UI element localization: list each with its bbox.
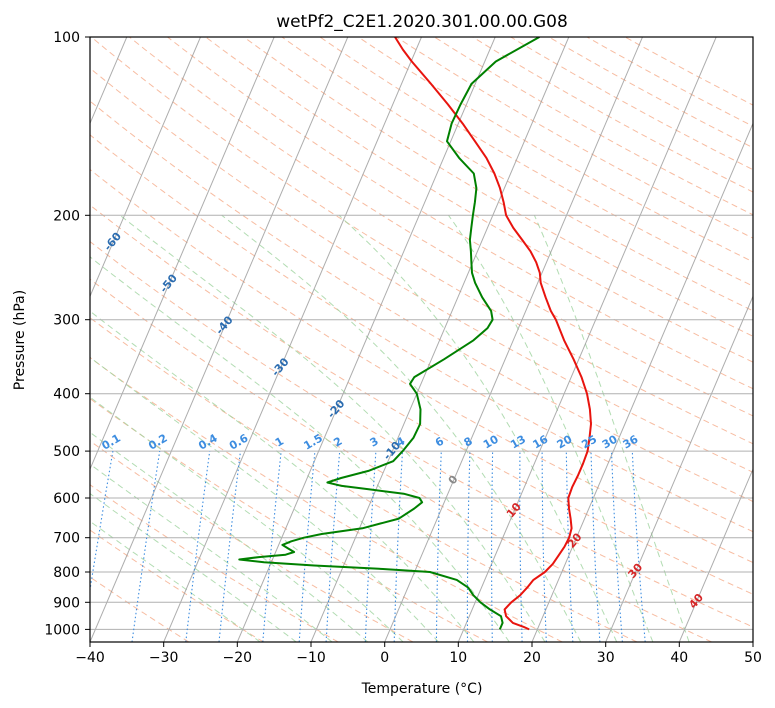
dry-adiabat-line [90, 134, 753, 533]
isotherm-line [163, 37, 422, 642]
y-tick-label: 100 [53, 30, 80, 46]
y-axis-label: Pressure (hPa) [12, 290, 28, 390]
y-tick-label: 700 [53, 531, 80, 547]
dry-adiabat-line [90, 529, 264, 642]
moist-adiabat-line [90, 396, 404, 642]
isotherm-line [90, 37, 275, 471]
dry-adiabat-line [281, 37, 753, 312]
y-axis: 100 200 300 400 500 600 700 800 900 1000 [44, 30, 90, 638]
dry-adiabat-line [90, 484, 339, 642]
x-tick-label: −40 [75, 650, 105, 666]
mixing-ratio-line [491, 451, 494, 642]
mixing-ratio-line [435, 451, 442, 642]
mixing-ratio-line [218, 451, 242, 642]
dewpoint-profile [238, 37, 540, 630]
y-tick-label: 800 [53, 565, 80, 581]
profiles [238, 37, 592, 631]
x-tick-label: −10 [296, 650, 326, 666]
dry-adiabat-line [90, 204, 753, 595]
mixing-ratio-line [590, 451, 601, 642]
isotherm-line [310, 37, 570, 642]
y-tick-label: 900 [53, 595, 80, 611]
moist-adiabat-line [90, 463, 333, 642]
x-tick-label: 50 [744, 650, 762, 666]
isotherm-line [90, 37, 201, 298]
dry-adiabat-line [90, 37, 753, 445]
moist-adiabat-line [338, 214, 618, 642]
y-tick-label: 200 [53, 208, 80, 224]
moist-adiabat-line [90, 520, 261, 642]
dry-adiabat-line [90, 356, 563, 642]
isotherm-line [531, 122, 753, 642]
mixing-ratio-line [541, 451, 547, 642]
x-axis-label: Temperature (°C) [361, 681, 483, 697]
isotherm-line [384, 37, 643, 642]
isotherm-line [457, 37, 717, 642]
mixing-ratio-line [519, 451, 523, 642]
mixing-ratio-line [565, 451, 574, 642]
x-tick-label: −20 [223, 650, 253, 666]
mixing-ratio-line [393, 451, 404, 642]
dry-adiabat-line [90, 100, 753, 503]
x-tick-label: 30 [597, 650, 615, 666]
moist-adiabat-line [448, 215, 654, 642]
y-tick-label: 300 [53, 313, 80, 329]
isotherm-line [678, 467, 753, 642]
mixing-ratio-line [298, 451, 316, 642]
y-tick-label: 1000 [44, 622, 80, 638]
mixing-ratio-line [185, 451, 211, 642]
x-tick-label: 10 [449, 650, 467, 666]
dry-adiabat-line [90, 241, 753, 628]
dry-adiabat-line [129, 37, 753, 417]
mixing-ratio-line [466, 451, 471, 642]
mixing-ratio-line [325, 451, 341, 642]
moist-adiabat-line [90, 356, 439, 642]
plot-frame [89, 36, 754, 643]
dry-adiabat-line [90, 278, 712, 642]
temperature-profile [394, 37, 592, 631]
chart-title: wetPf2_C2E1.2020.301.00.00.G08 [276, 12, 568, 32]
x-tick-label: 40 [670, 650, 688, 666]
mixing-ratio-line [610, 451, 623, 642]
x-tick-label: 20 [523, 650, 541, 666]
isotherm-line [236, 37, 496, 642]
dry-adiabat-line [90, 168, 753, 564]
mixing-ratio-line [131, 451, 161, 642]
moist-adiabat-line [90, 310, 475, 642]
x-axis: −40 −30 −20 −10 0 10 20 30 40 50 [75, 642, 762, 666]
dry-adiabat-line [90, 397, 488, 642]
moist-adiabat-line [119, 214, 546, 642]
moist-adiabat-line [221, 214, 582, 642]
moist-adiabat-line [90, 493, 297, 642]
moist-adiabat-line [533, 215, 690, 642]
mixing-ratio-line [262, 451, 282, 642]
y-tick-label: 500 [53, 444, 80, 460]
y-tick-label: 600 [53, 491, 80, 507]
x-tick-label: 0 [380, 650, 389, 666]
dry-adiabat-line [243, 37, 753, 337]
mixing-ratio-line [90, 451, 114, 594]
isotherm-line [90, 37, 349, 642]
mixing-ratio-line [631, 451, 646, 642]
x-tick-label: −30 [149, 650, 179, 666]
y-tick-label: 400 [53, 387, 80, 403]
isotherm-line [605, 295, 753, 642]
